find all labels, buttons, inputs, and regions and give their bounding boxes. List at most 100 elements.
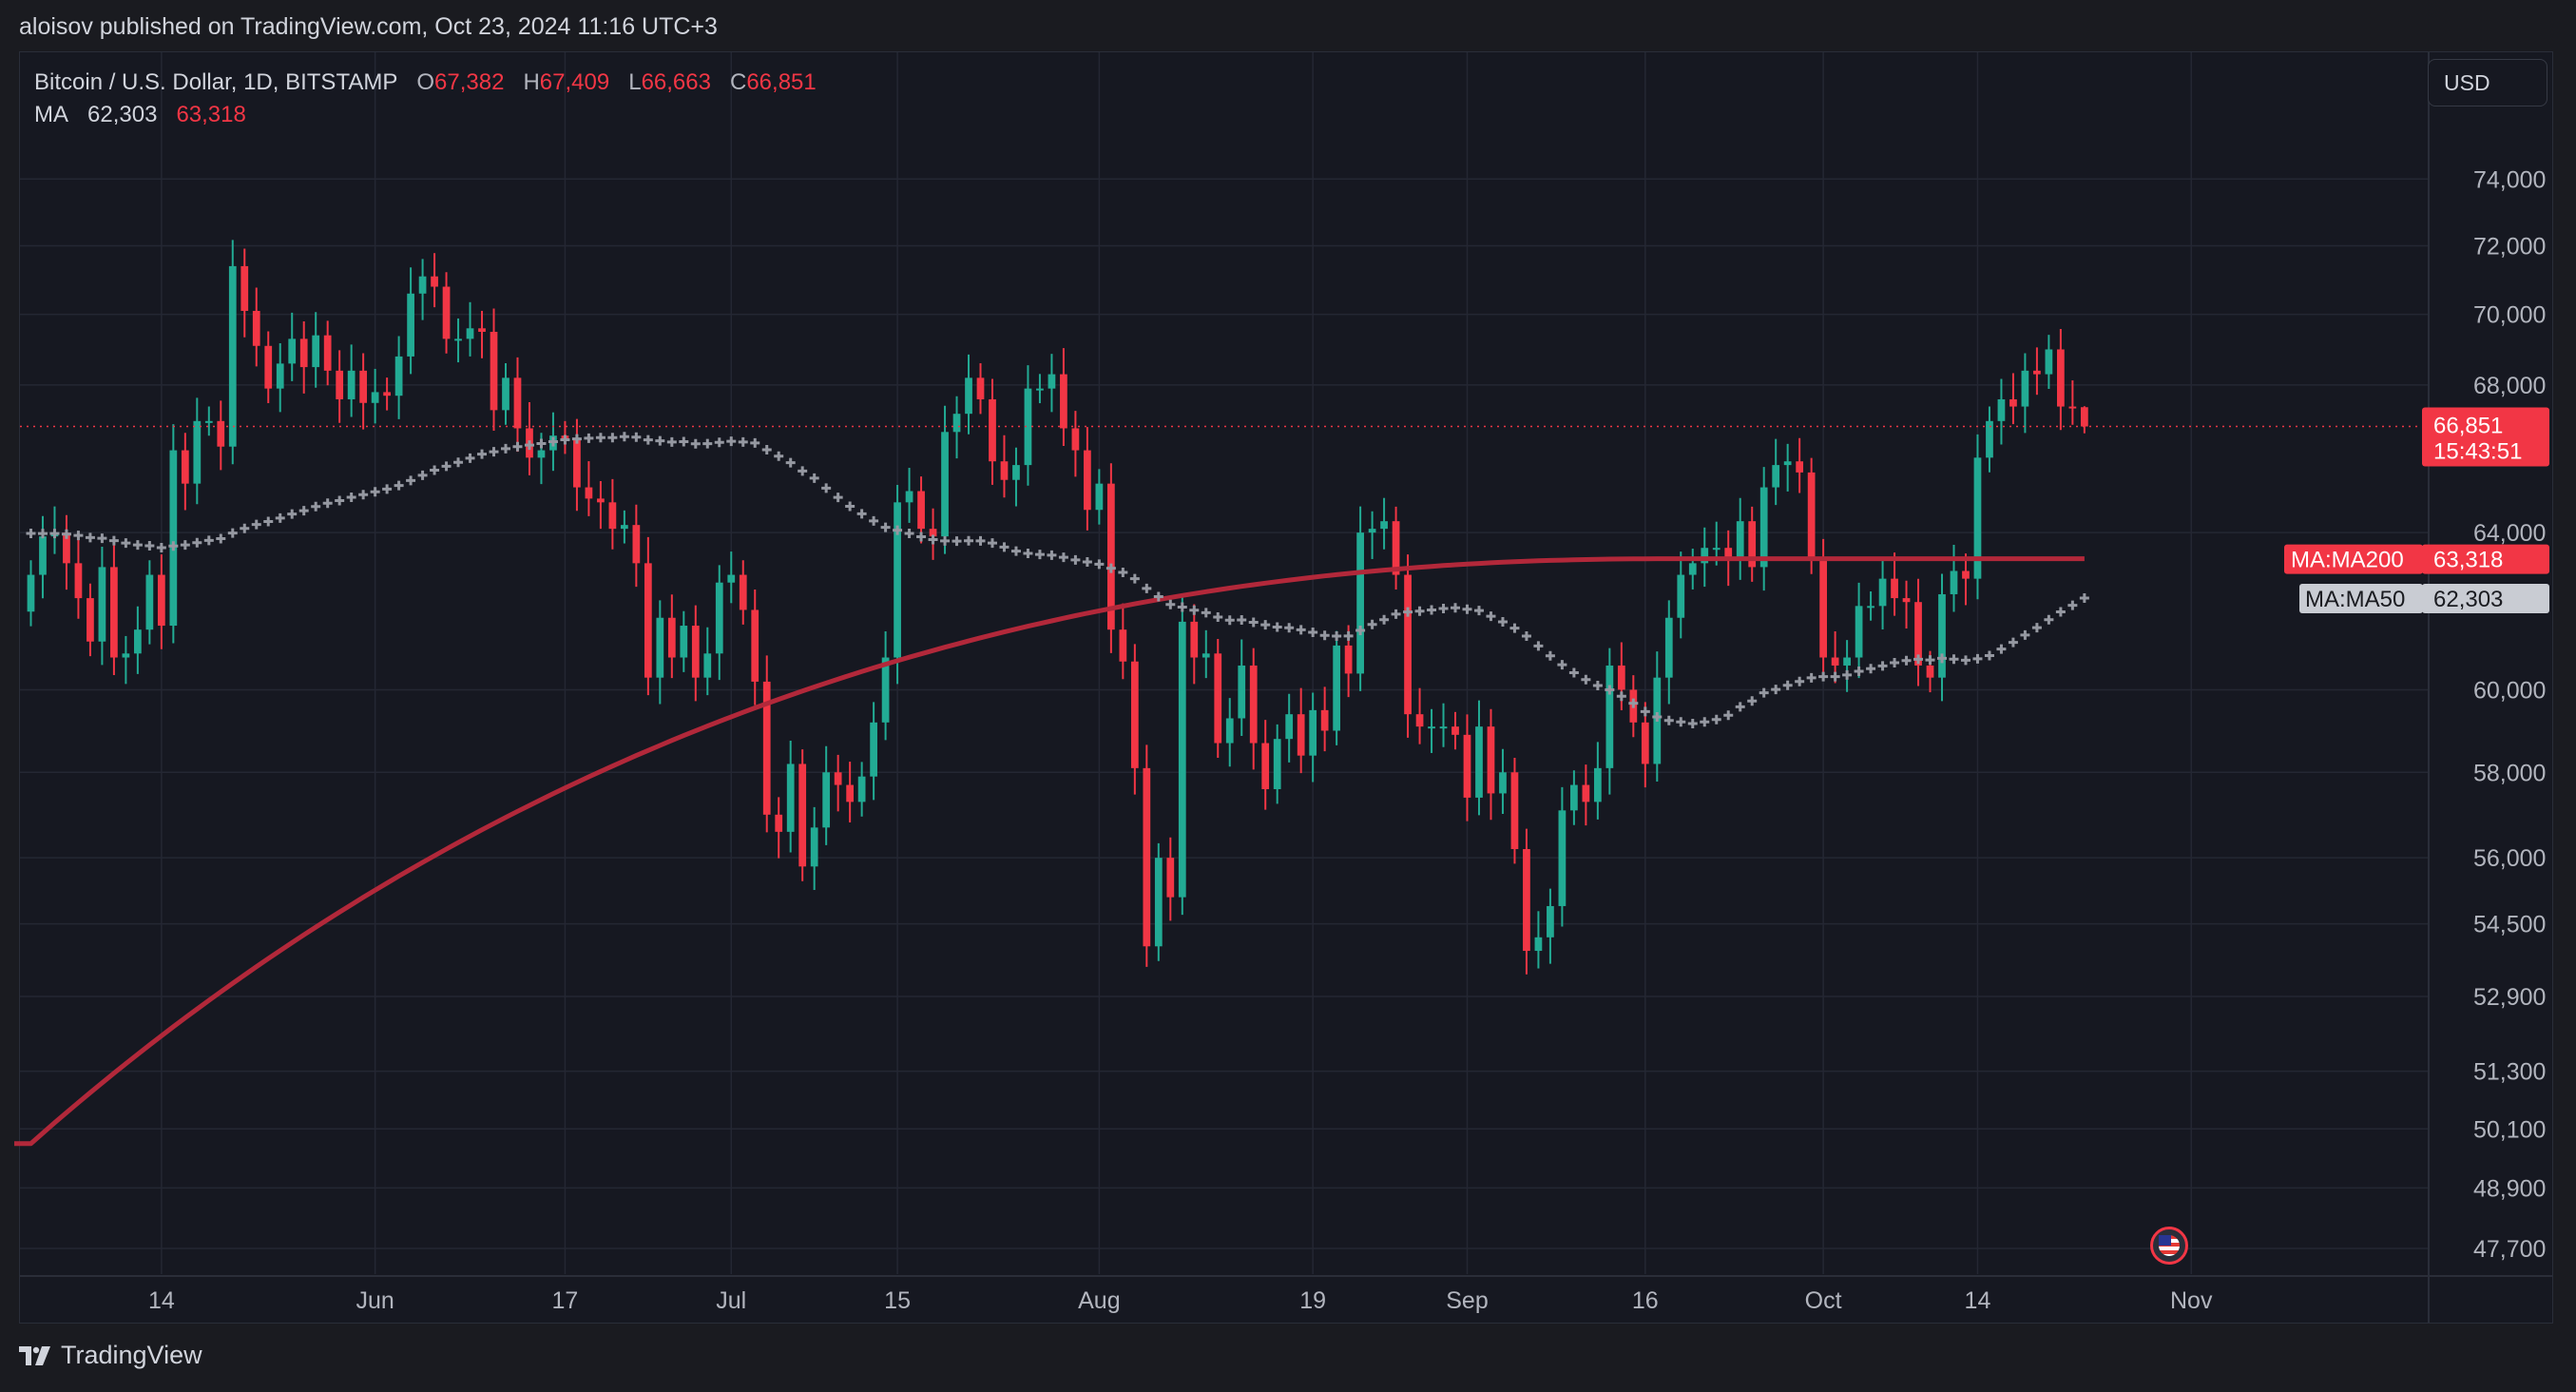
candle-body[interactable]: [1036, 388, 1044, 391]
candle-body[interactable]: [1320, 709, 1329, 731]
candle-body[interactable]: [336, 370, 344, 399]
candle-body[interactable]: [1701, 548, 1709, 564]
candle-body[interactable]: [965, 377, 972, 415]
candle-body[interactable]: [1807, 472, 1816, 560]
candle-body[interactable]: [1878, 578, 1887, 607]
candle-body[interactable]: [1605, 665, 1614, 768]
us-flag-icon[interactable]: [2150, 1227, 2188, 1265]
candle-body[interactable]: [585, 487, 593, 499]
candle-body[interactable]: [573, 439, 581, 488]
candle-body[interactable]: [1973, 457, 1982, 579]
candle-body[interactable]: [1344, 645, 1353, 674]
candle-body[interactable]: [1748, 521, 1757, 568]
candle-body[interactable]: [798, 764, 807, 867]
candle-body[interactable]: [1475, 726, 1483, 798]
candle-body[interactable]: [122, 653, 130, 658]
candle-body[interactable]: [478, 328, 486, 332]
candle-body[interactable]: [1534, 937, 1543, 952]
candle-body[interactable]: [870, 722, 877, 777]
candle-body[interactable]: [1736, 521, 1744, 560]
candle-body[interactable]: [1106, 483, 1115, 630]
candle-body[interactable]: [1178, 621, 1186, 898]
candle-body[interactable]: [1724, 548, 1733, 560]
candle-body[interactable]: [1499, 772, 1507, 794]
candle-body[interactable]: [27, 574, 35, 612]
candle-body[interactable]: [276, 363, 284, 389]
candle-body[interactable]: [110, 567, 118, 658]
candle-body[interactable]: [691, 626, 700, 678]
candle-body[interactable]: [1463, 734, 1471, 798]
candle-body[interactable]: [703, 653, 712, 678]
candle-body[interactable]: [846, 784, 855, 802]
candle-body[interactable]: [1404, 574, 1412, 715]
candle-body[interactable]: [204, 420, 213, 423]
candle-body[interactable]: [1523, 849, 1530, 952]
candle-body[interactable]: [1759, 487, 1768, 568]
candle-body[interactable]: [644, 563, 652, 678]
candle-body[interactable]: [312, 335, 320, 368]
candle-body[interactable]: [762, 681, 771, 815]
candle-body[interactable]: [537, 450, 546, 458]
candle-body[interactable]: [347, 370, 356, 399]
candle-body[interactable]: [98, 567, 106, 642]
candle-body[interactable]: [513, 377, 522, 429]
candle-body[interactable]: [1510, 772, 1519, 850]
candle-body[interactable]: [1712, 548, 1721, 551]
candle-body[interactable]: [2009, 398, 2017, 407]
candle-body[interactable]: [1356, 532, 1364, 674]
candle-body[interactable]: [383, 392, 391, 396]
candle-body[interactable]: [288, 338, 297, 364]
candle-body[interactable]: [929, 529, 937, 537]
candle-body[interactable]: [1986, 420, 1993, 458]
candle-body[interactable]: [1688, 563, 1697, 575]
candle-body[interactable]: [1285, 714, 1294, 740]
candle-body[interactable]: [1273, 739, 1281, 789]
candle-body[interactable]: [786, 764, 795, 832]
candle-body[interactable]: [881, 657, 890, 723]
candle-body[interactable]: [1201, 653, 1210, 658]
candle-body[interactable]: [323, 335, 332, 371]
candle-body[interactable]: [1831, 657, 1839, 666]
candle-body[interactable]: [2045, 349, 2053, 375]
tradingview-logo[interactable]: TradingView: [19, 1341, 202, 1370]
candle-body[interactable]: [608, 502, 617, 530]
candle-body[interactable]: [1392, 521, 1400, 575]
candle-body[interactable]: [810, 827, 818, 867]
candle-body[interactable]: [1249, 665, 1258, 744]
candle-body[interactable]: [1190, 621, 1199, 658]
candle-body[interactable]: [1962, 570, 1970, 579]
candle-body[interactable]: [431, 276, 438, 287]
candle-body[interactable]: [1855, 606, 1863, 658]
candle-body[interactable]: [1166, 858, 1175, 898]
candle-body[interactable]: [989, 398, 996, 462]
candle-body[interactable]: [1819, 559, 1827, 658]
candle-body[interactable]: [1333, 645, 1341, 731]
candle-body[interactable]: [834, 772, 842, 785]
candle-body[interactable]: [656, 617, 664, 678]
candle-body[interactable]: [715, 582, 723, 654]
candle-body[interactable]: [1214, 653, 1222, 744]
candle-body[interactable]: [1000, 461, 1009, 480]
candle-body[interactable]: [1428, 726, 1435, 729]
candle-body[interactable]: [1130, 661, 1139, 768]
candle-body[interactable]: [1060, 374, 1067, 429]
candle-body[interactable]: [1891, 578, 1898, 599]
candle-body[interactable]: [857, 776, 866, 802]
candle-body[interactable]: [240, 265, 249, 311]
candle-body[interactable]: [727, 574, 736, 583]
candle-body[interactable]: [418, 276, 427, 294]
candle-body[interactable]: [466, 328, 474, 339]
candle-body[interactable]: [502, 377, 509, 411]
candle-body[interactable]: [775, 814, 783, 832]
candle-body[interactable]: [1677, 574, 1685, 618]
candle-body[interactable]: [134, 629, 142, 654]
candle-body[interactable]: [1558, 810, 1567, 906]
candle-body[interactable]: [1664, 617, 1673, 678]
candle-body[interactable]: [917, 491, 925, 530]
candle-body[interactable]: [252, 310, 260, 346]
candle-body[interactable]: [1582, 784, 1590, 802]
candle-body[interactable]: [63, 532, 70, 564]
last-price-badge[interactable]: [2422, 407, 2549, 467]
candle-body[interactable]: [454, 338, 462, 341]
